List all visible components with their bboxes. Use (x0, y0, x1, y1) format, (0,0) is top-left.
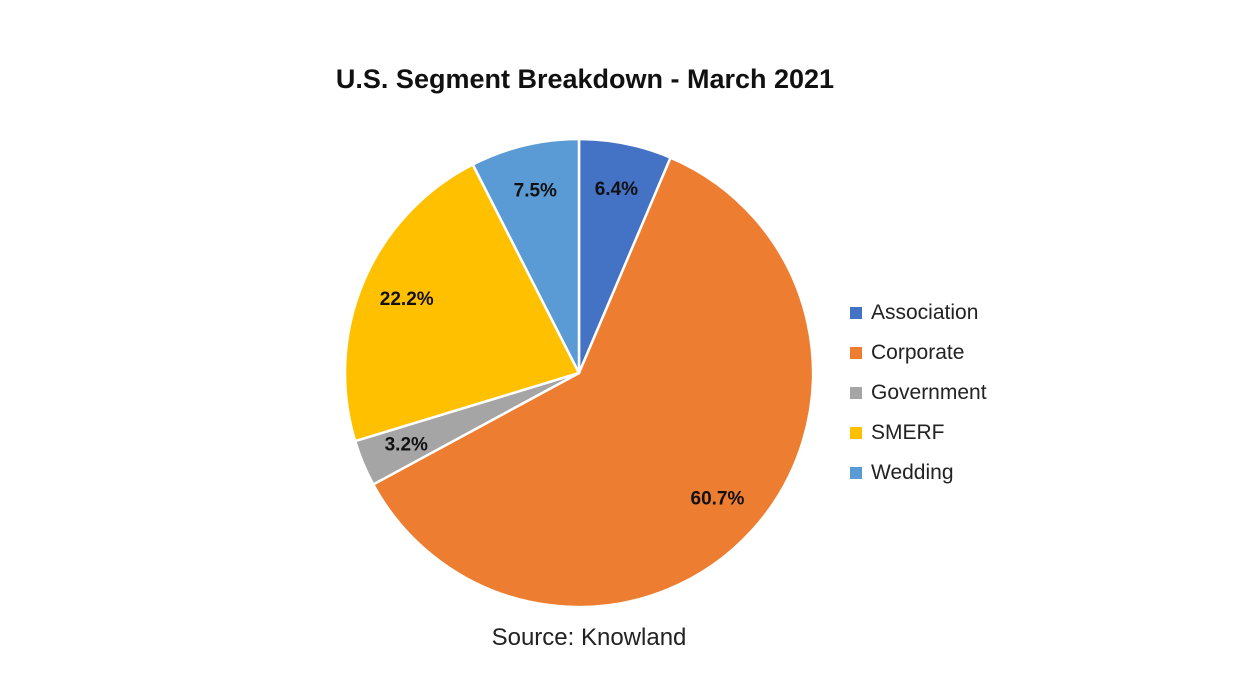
data-label-corporate: 60.7% (691, 488, 745, 509)
legend-item-smerf: SMERF (850, 413, 987, 453)
legend-item-wedding: Wedding (850, 453, 987, 493)
data-label-smerf: 22.2% (380, 289, 434, 310)
legend-label-association: Association (871, 301, 979, 324)
pie-slice-smerf (343, 163, 581, 443)
legend-item-association: Association (850, 293, 987, 333)
legend-item-corporate: Corporate (850, 333, 987, 373)
legend-label-smerf: SMERF (871, 421, 945, 444)
legend-item-government: Government (850, 373, 987, 413)
chart-title: U.S. Segment Breakdown - March 2021 (335, 64, 835, 94)
legend-swatch-corporate (850, 347, 862, 359)
data-label-wedding: 7.5% (514, 180, 557, 201)
legend-swatch-government (850, 387, 862, 399)
legend-label-government: Government (871, 381, 987, 404)
pie-slice-wedding (471, 137, 581, 375)
legend-label-wedding: Wedding (871, 461, 954, 484)
chart-legend: Association Corporate Government SMERF Weddi… (850, 293, 987, 493)
pie-slice-corporate (371, 156, 815, 609)
legend-swatch-wedding (850, 467, 862, 479)
legend-swatch-association (850, 307, 862, 319)
data-label-association: 6.4% (595, 179, 638, 200)
legend-label-corporate: Corporate (871, 341, 965, 364)
legend-swatch-smerf (850, 427, 862, 439)
data-label-government: 3.2% (385, 435, 428, 456)
chart-source: Source: Knowland (491, 624, 687, 651)
